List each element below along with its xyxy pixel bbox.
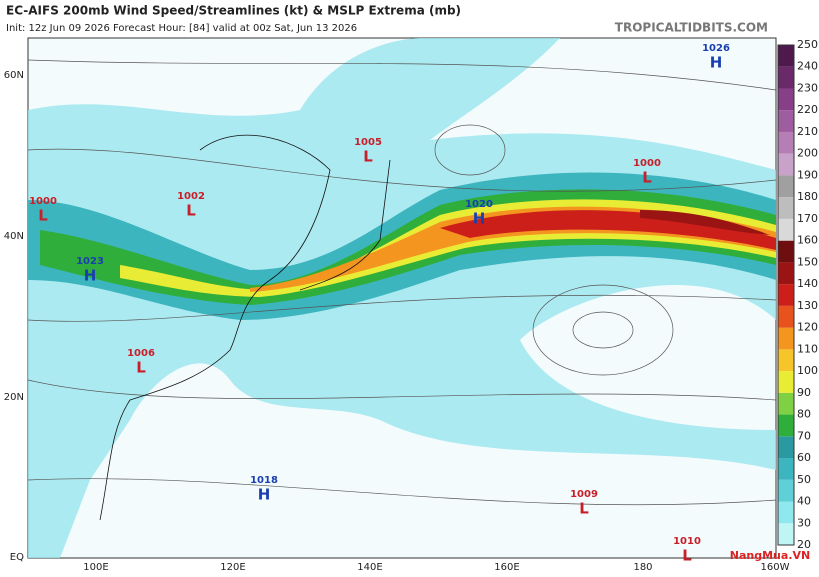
pressure-value: 1002 xyxy=(177,191,205,202)
colorbar-segment xyxy=(778,523,794,545)
colorbar-label: 210 xyxy=(797,125,818,138)
pressure-value: 1010 xyxy=(673,536,701,547)
colorbar-segment xyxy=(778,349,794,372)
colorbar-segment xyxy=(778,240,794,263)
colorbar-label: 30 xyxy=(797,516,811,529)
subtitle: Init: 12z Jun 09 2026 Forecast Hour: [84… xyxy=(6,23,357,34)
pressure-value: 1018 xyxy=(250,475,278,486)
watermark: NangMua.VN xyxy=(730,549,810,562)
pressure-center: H xyxy=(710,54,723,72)
colorbar-segment xyxy=(778,327,794,350)
colorbar-segment xyxy=(778,262,794,285)
colorbar-segment xyxy=(778,175,794,198)
pressure-center: L xyxy=(579,500,589,518)
lat-label: 40N xyxy=(4,231,24,242)
pressure-value: 1023 xyxy=(76,256,104,267)
pressure-value: 1026 xyxy=(702,43,730,54)
pressure-value: 1000 xyxy=(633,158,661,169)
colorbar-label: 250 xyxy=(797,38,818,51)
colorbar-segment xyxy=(778,479,794,502)
colorbar-label: 20 xyxy=(797,538,811,551)
colorbar-segment xyxy=(778,501,794,524)
lat-label: 60N xyxy=(4,70,24,81)
site-name: TROPICALTIDBITS.COM xyxy=(615,21,768,35)
colorbar-segment xyxy=(778,392,794,415)
lat-label: EQ xyxy=(10,552,24,563)
pressure-value: 1000 xyxy=(29,196,57,207)
pressure-center: H xyxy=(258,486,271,504)
pressure-center: L xyxy=(363,148,373,166)
colorbar-segment xyxy=(778,218,794,241)
colorbar-label: 110 xyxy=(797,342,818,355)
colorbar-label: 240 xyxy=(797,60,818,73)
map-area xyxy=(27,37,777,559)
colorbar-label: 140 xyxy=(797,277,818,290)
colorbar-label: 170 xyxy=(797,212,818,225)
colorbar-label: 160 xyxy=(797,234,818,247)
colorbar-frame xyxy=(777,44,795,546)
colorbar-label: 40 xyxy=(797,495,811,508)
lon-label: 140E xyxy=(357,562,382,573)
colorbar-segment xyxy=(778,305,794,328)
pressure-center: L xyxy=(186,202,196,220)
pressure-value: 1005 xyxy=(354,137,382,148)
colorbar-segment xyxy=(778,110,794,132)
colorbar-segment xyxy=(778,436,794,459)
colorbar-label: 80 xyxy=(797,408,811,421)
colorbar-segment xyxy=(778,284,794,306)
title: EC-AIFS 200mb Wind Speed/Streamlines (kt… xyxy=(6,4,461,18)
lon-label: 120E xyxy=(220,562,245,573)
pressure-value: 1006 xyxy=(127,348,155,359)
colorbar-label: 120 xyxy=(797,321,818,334)
colorbar-segment xyxy=(778,414,794,437)
colorbar-label: 180 xyxy=(797,190,818,203)
colorbar-label: 60 xyxy=(797,451,811,464)
colorbar-label: 70 xyxy=(797,429,811,442)
colorbar-segment xyxy=(778,371,794,393)
pressure-value: 1009 xyxy=(570,489,598,500)
pressure-center: L xyxy=(682,547,692,565)
lat-label: 20N xyxy=(4,392,24,403)
colorbar-segment xyxy=(778,88,794,111)
pressure-center: H xyxy=(473,210,486,228)
colorbar-label: 200 xyxy=(797,147,818,160)
colorbar-segment xyxy=(778,153,794,176)
colorbar-label: 190 xyxy=(797,168,818,181)
colorbar-segment xyxy=(778,131,794,154)
pressure-center: L xyxy=(642,169,652,187)
colorbar-label: 130 xyxy=(797,299,818,312)
lon-label: 180 xyxy=(633,562,652,573)
colorbar-label: 230 xyxy=(797,81,818,94)
colorbar-label: 90 xyxy=(797,386,811,399)
lon-label: 100E xyxy=(83,562,108,573)
colorbar-label: 150 xyxy=(797,255,818,268)
colorbar-segment xyxy=(778,66,794,89)
lon-label: 160W xyxy=(761,562,790,573)
pressure-value: 1020 xyxy=(465,199,493,210)
lon-label: 160E xyxy=(494,562,519,573)
colorbar-segment xyxy=(778,458,794,480)
colorbar-segment xyxy=(778,197,794,219)
colorbar-label: 100 xyxy=(797,364,818,377)
pressure-center: L xyxy=(38,207,48,225)
colorbar-label: 50 xyxy=(797,473,811,486)
colorbar-label: 220 xyxy=(797,103,818,116)
pressure-center: H xyxy=(84,267,97,285)
pressure-center: L xyxy=(136,359,146,377)
colorbar-segment xyxy=(778,45,794,67)
